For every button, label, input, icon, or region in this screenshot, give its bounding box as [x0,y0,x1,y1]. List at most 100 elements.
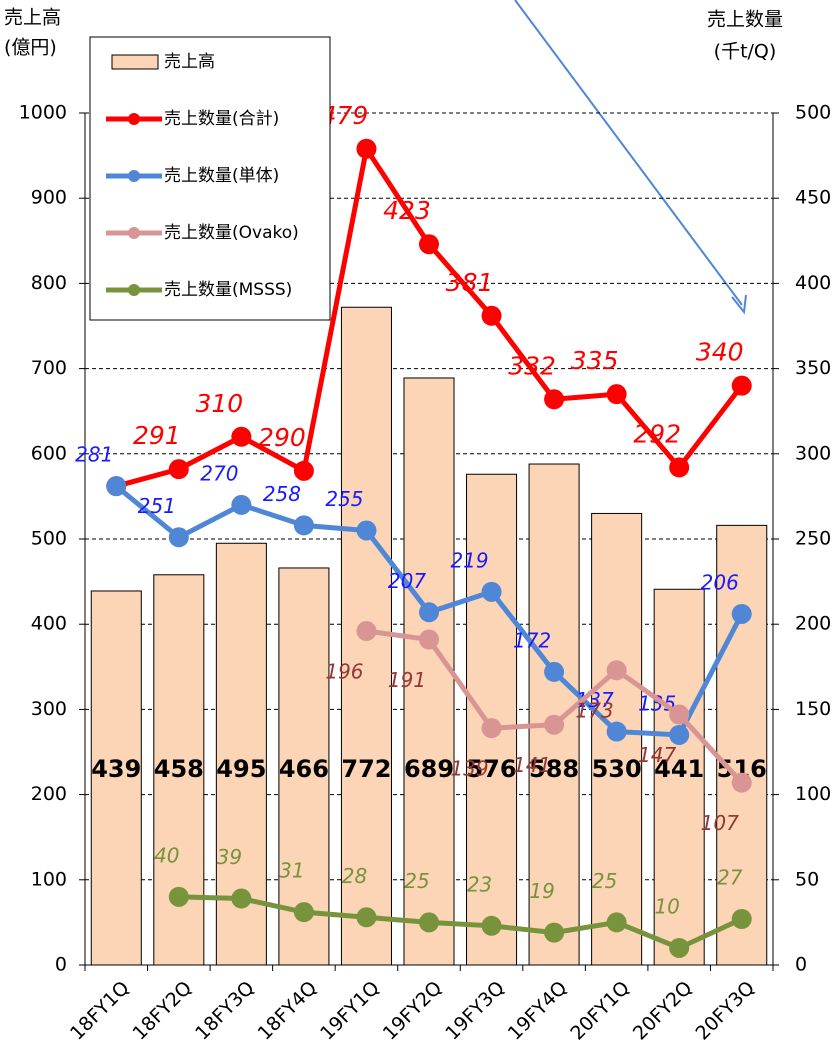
bar-value-label: 458 [154,755,204,783]
bar-value-label: 772 [341,755,391,783]
legend-label: 売上数量(合計) [164,109,279,129]
line-point [544,714,565,735]
bar-value-label: 588 [529,755,579,783]
data-label: 39 [217,845,242,869]
data-label: 28 [342,864,367,888]
line-point [669,704,690,725]
data-label: 335 [571,346,619,375]
line-series [178,894,743,951]
bar-value-label: 495 [216,755,266,783]
y2-tick-label: 150 [795,698,831,720]
y2-tick-label: 450 [795,187,831,209]
y-tick-label: 400 [31,613,67,635]
line-point [669,724,690,745]
y-tick-label: 800 [31,272,67,294]
y2-axis-title: 売上数量 [707,9,783,31]
bar [278,567,330,966]
x-tick-label: 18FY2Q [129,977,197,1045]
line-point [293,515,314,536]
bar-value-label: 439 [91,755,141,783]
bar-value-label: 530 [592,755,642,783]
line-point [606,912,627,933]
y-tick-label: 0 [55,954,67,976]
legend-swatch [111,54,159,70]
line-point [669,937,690,958]
y-tick-label: 200 [31,783,67,805]
line-point [606,721,627,742]
y-tick-label: 300 [31,698,67,720]
line-point [356,621,377,642]
line-point [168,459,189,480]
legend-swatch [128,170,140,182]
data-label: 172 [513,628,551,652]
x-tick-label: 18FY3Q [191,977,259,1045]
y2-axis-title: (千t/Q) [714,41,777,63]
line-point [419,912,439,933]
y2-tick-label: 400 [795,272,831,294]
data-label: 19 [529,879,554,903]
line-point [231,494,252,515]
line-point [356,907,377,928]
line-point [168,886,189,907]
data-label: 40 [154,843,179,867]
y2-tick-label: 300 [795,442,831,464]
line-point [481,305,502,326]
bar [403,377,455,966]
data-label: 27 [717,865,743,889]
data-label: 281 [75,443,113,467]
line-point [356,138,377,159]
data-label: 332 [508,351,556,380]
data-label: 270 [200,461,238,485]
y-tick-label: 1000 [19,102,67,124]
y2-tick-label: 200 [795,613,831,635]
bar [90,590,142,966]
x-tick-label: 18FY1Q [66,977,134,1045]
line-point [231,888,252,909]
data-label: 251 [138,494,176,518]
y2-tick-label: 500 [795,102,831,124]
x-tick-label: 20FY1Q [566,977,634,1045]
line-point [731,375,752,396]
line-point [481,581,502,602]
data-label: 206 [701,570,739,594]
y2-tick-label: 250 [795,528,831,550]
x-tick-label: 19FY3Q [441,977,509,1045]
bar [716,524,768,966]
y-tick-label: 700 [31,357,67,379]
y2-tick-label: 50 [795,868,819,890]
bar [653,588,705,966]
data-label: 258 [263,482,301,506]
data-label: 423 [383,196,431,225]
x-tick-label: 19FY1Q [316,977,384,1045]
legend-swatch [128,227,140,239]
legend-swatch [128,284,140,296]
annotation-arrowhead [731,294,747,315]
line-point [731,908,752,929]
data-label: 310 [196,389,244,418]
line-point [231,426,252,447]
data-label: 292 [633,419,681,448]
x-tick-label: 18FY4Q [254,977,322,1045]
y2-tick-label: 100 [795,783,831,805]
y-tick-label: 500 [31,528,67,550]
legend-label: 売上数量(MSSS) [164,280,292,300]
legend-swatch [128,113,140,125]
y-axis-title: (億円) [4,37,57,59]
line-point [669,457,690,478]
legend-label: 売上数量(単体) [164,166,279,186]
data-label: 207 [388,569,426,593]
line-point [106,476,127,497]
data-label: 31 [279,859,304,883]
line-point [481,718,502,739]
data-label: 340 [696,338,744,367]
data-label: 10 [654,894,679,918]
line-point [481,915,502,936]
line-point [731,772,752,793]
line-point [419,629,439,650]
line-point [419,234,439,255]
y-tick-label: 900 [31,187,67,209]
line-point [731,603,752,624]
data-label: 25 [404,869,429,893]
line-point [606,384,627,405]
